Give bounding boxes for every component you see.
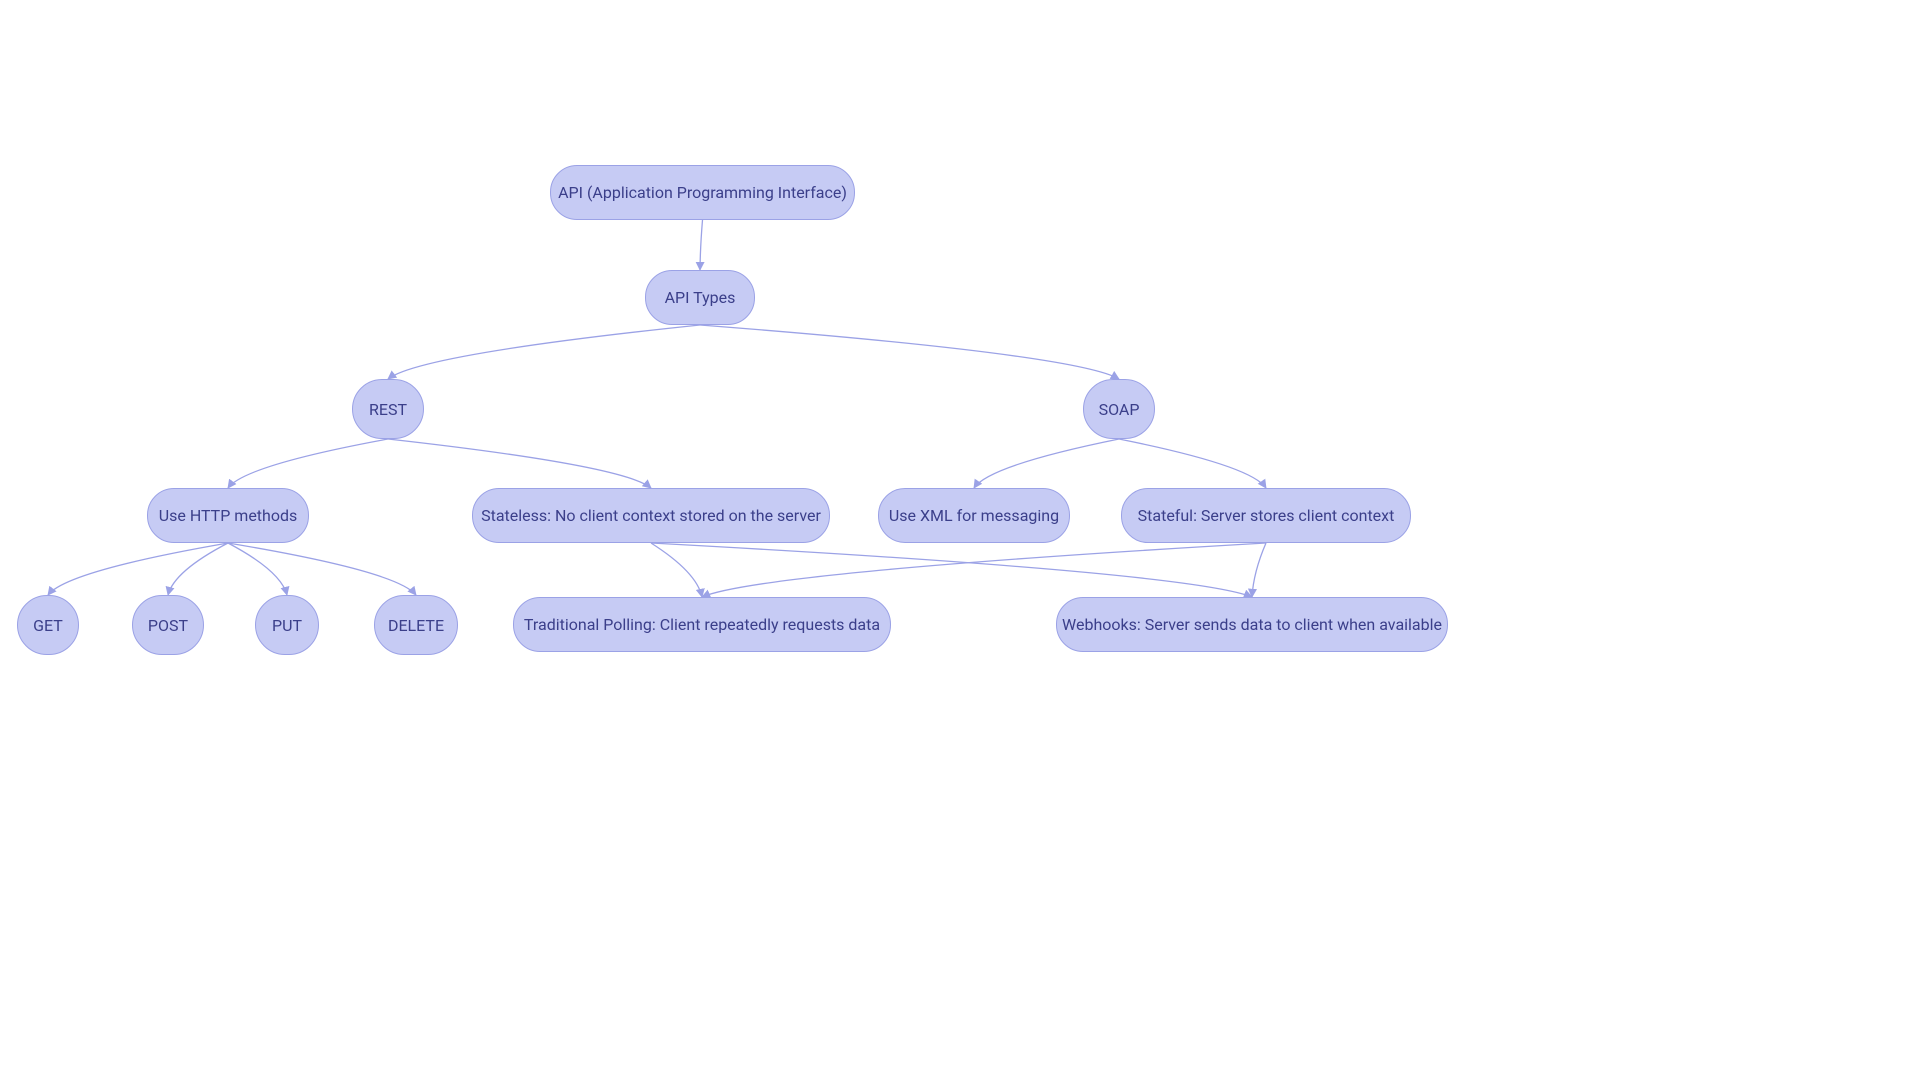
node-label-api: API (Application Programming Interface) — [558, 183, 847, 202]
node-label-soap: SOAP — [1099, 400, 1140, 419]
edge-rest-to-stateless — [388, 439, 651, 488]
node-webhooks: Webhooks: Server sends data to client wh… — [1056, 597, 1448, 652]
node-types: API Types — [645, 270, 755, 325]
edge-stateful-to-webhooks — [1252, 543, 1266, 597]
node-post: POST — [132, 595, 204, 655]
edge-soap-to-stateful — [1119, 439, 1266, 488]
node-delete: DELETE — [374, 595, 458, 655]
node-label-put: PUT — [272, 616, 302, 635]
node-label-usexml: Use XML for messaging — [889, 506, 1059, 525]
edge-http-to-post — [168, 543, 228, 595]
node-stateful: Stateful: Server stores client context — [1121, 488, 1411, 543]
node-label-http: Use HTTP methods — [159, 506, 298, 525]
edge-api-to-types — [700, 220, 703, 270]
node-rest: REST — [352, 379, 424, 439]
edge-http-to-put — [228, 543, 287, 595]
edge-soap-to-usexml — [974, 439, 1119, 488]
edge-types-to-soap — [700, 325, 1119, 379]
node-put: PUT — [255, 595, 319, 655]
node-stateless: Stateless: No client context stored on t… — [472, 488, 830, 543]
edge-http-to-get — [48, 543, 228, 595]
node-label-stateless: Stateless: No client context stored on t… — [481, 506, 821, 525]
node-polling: Traditional Polling: Client repeatedly r… — [513, 597, 891, 652]
node-get: GET — [17, 595, 79, 655]
diagram-canvas: API (Application Programming Interface) A… — [0, 0, 1920, 1080]
edge-types-to-rest — [388, 325, 700, 379]
edge-stateless-to-polling — [651, 543, 702, 597]
node-label-stateful: Stateful: Server stores client context — [1138, 506, 1395, 525]
node-label-post: POST — [148, 616, 188, 635]
node-label-delete: DELETE — [388, 616, 444, 635]
node-label-types: API Types — [665, 288, 736, 307]
node-http: Use HTTP methods — [147, 488, 309, 543]
node-label-webhooks: Webhooks: Server sends data to client wh… — [1062, 615, 1442, 634]
node-label-polling: Traditional Polling: Client repeatedly r… — [524, 615, 880, 634]
node-soap: SOAP — [1083, 379, 1155, 439]
node-label-get: GET — [33, 616, 63, 635]
edge-stateless-to-webhooks — [651, 543, 1252, 597]
edge-rest-to-http — [228, 439, 388, 488]
edge-stateful-to-polling — [702, 543, 1266, 597]
edge-http-to-delete — [228, 543, 416, 595]
node-usexml: Use XML for messaging — [878, 488, 1070, 543]
node-api: API (Application Programming Interface) — [550, 165, 855, 220]
node-label-rest: REST — [369, 400, 407, 419]
